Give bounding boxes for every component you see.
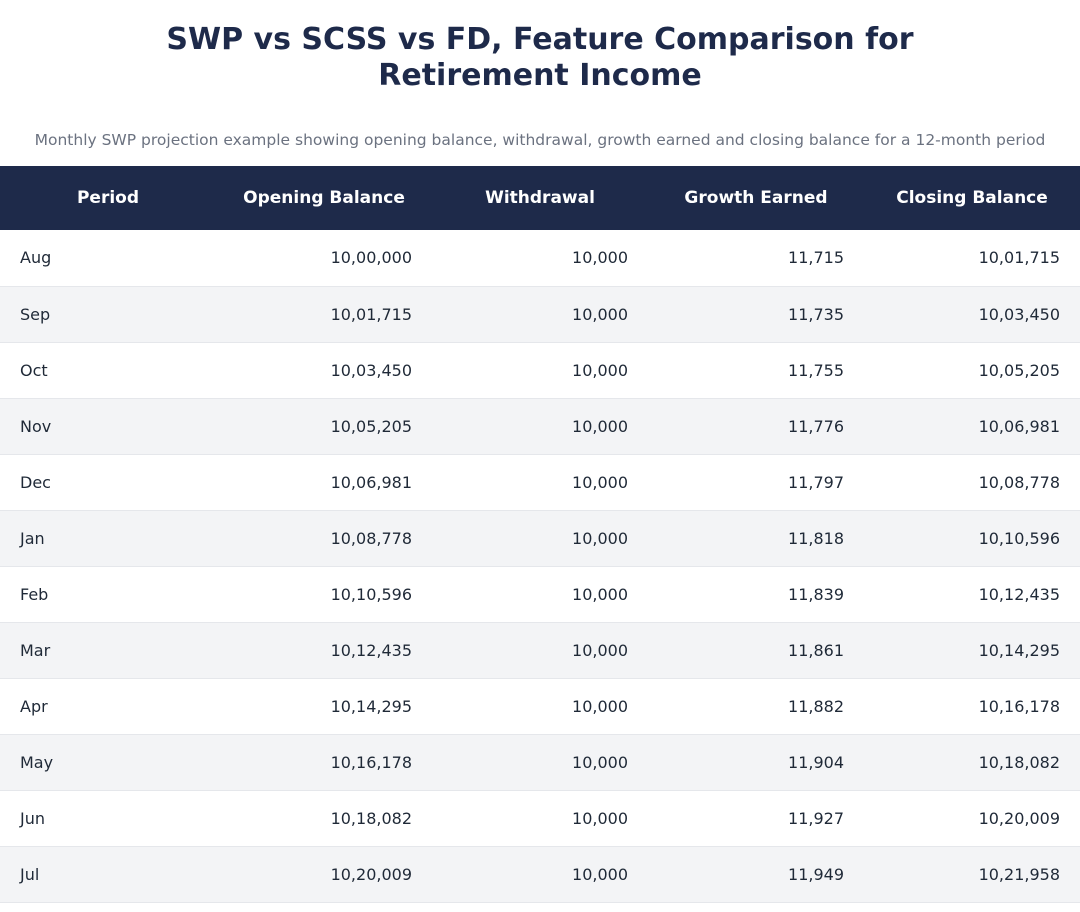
cell-withdrawal: 10,000	[432, 286, 648, 343]
cell-closing-balance: 10,08,778	[864, 454, 1080, 511]
cell-closing-balance: 10,14,295	[864, 622, 1080, 679]
cell-closing-balance: 10,21,958	[864, 846, 1080, 903]
chart-subtitle: Monthly SWP projection example showing o…	[34, 131, 1046, 149]
cell-growth-earned: 11,949	[648, 846, 864, 903]
table-row: Feb 10,10,596 10,000 11,839 10,12,435	[0, 566, 1080, 623]
cell-opening-balance: 10,14,295	[216, 678, 432, 735]
cell-closing-balance: 10,01,715	[864, 230, 1080, 287]
table-row: Oct 10,03,450 10,000 11,755 10,05,205	[0, 342, 1080, 399]
cell-growth-earned: 11,818	[648, 510, 864, 567]
cell-growth-earned: 11,861	[648, 622, 864, 679]
cell-period: Jul	[0, 846, 216, 903]
cell-opening-balance: 10,00,000	[216, 230, 432, 287]
cell-opening-balance: 10,03,450	[216, 342, 432, 399]
table-row: May 10,16,178 10,000 11,904 10,18,082	[0, 734, 1080, 791]
cell-withdrawal: 10,000	[432, 622, 648, 679]
cell-closing-balance: 10,16,178	[864, 678, 1080, 735]
cell-withdrawal: 10,000	[432, 678, 648, 735]
cell-growth-earned: 11,904	[648, 734, 864, 791]
table-row: Mar 10,12,435 10,000 11,861 10,14,295	[0, 622, 1080, 679]
cell-growth-earned: 11,776	[648, 398, 864, 455]
table-row: Jan 10,08,778 10,000 11,818 10,10,596	[0, 510, 1080, 567]
column-header-opening-balance: Opening Balance	[216, 166, 432, 230]
swp-projection-table: Period Opening Balance Withdrawal Growth…	[0, 166, 1080, 903]
cell-closing-balance: 10,03,450	[864, 286, 1080, 343]
cell-opening-balance: 10,01,715	[216, 286, 432, 343]
cell-period: Feb	[0, 566, 216, 623]
table-row: Nov 10,05,205 10,000 11,776 10,06,981	[0, 398, 1080, 455]
column-header-closing-balance: Closing Balance	[864, 166, 1080, 230]
cell-opening-balance: 10,08,778	[216, 510, 432, 567]
table-row: Sep 10,01,715 10,000 11,735 10,03,450	[0, 286, 1080, 343]
cell-growth-earned: 11,755	[648, 342, 864, 399]
cell-withdrawal: 10,000	[432, 846, 648, 903]
table-header-row: Period Opening Balance Withdrawal Growth…	[0, 166, 1080, 230]
table-row: Aug 10,00,000 10,000 11,715 10,01,715	[0, 230, 1080, 287]
cell-period: Jun	[0, 790, 216, 847]
cell-opening-balance: 10,05,205	[216, 398, 432, 455]
cell-opening-balance: 10,16,178	[216, 734, 432, 791]
cell-growth-earned: 11,882	[648, 678, 864, 735]
cell-period: Sep	[0, 286, 216, 343]
cell-opening-balance: 10,20,009	[216, 846, 432, 903]
table-row: Jul 10,20,009 10,000 11,949 10,21,958	[0, 846, 1080, 903]
table-row: Dec 10,06,981 10,000 11,797 10,08,778	[0, 454, 1080, 511]
cell-closing-balance: 10,12,435	[864, 566, 1080, 623]
cell-opening-balance: 10,12,435	[216, 622, 432, 679]
cell-closing-balance: 10,06,981	[864, 398, 1080, 455]
cell-period: Aug	[0, 230, 216, 287]
column-header-withdrawal: Withdrawal	[432, 166, 648, 230]
cell-growth-earned: 11,715	[648, 230, 864, 287]
cell-closing-balance: 10,05,205	[864, 342, 1080, 399]
table-row: Apr 10,14,295 10,000 11,882 10,16,178	[0, 678, 1080, 735]
table-header: Period Opening Balance Withdrawal Growth…	[0, 166, 1080, 230]
column-header-growth-earned: Growth Earned	[648, 166, 864, 230]
cell-withdrawal: 10,000	[432, 454, 648, 511]
cell-opening-balance: 10,18,082	[216, 790, 432, 847]
cell-period: Mar	[0, 622, 216, 679]
chart-title: SWP vs SCSS vs FD, Feature Comparison fo…	[0, 0, 1080, 94]
chart-title-line-2: Retirement Income	[378, 58, 702, 93]
cell-growth-earned: 11,927	[648, 790, 864, 847]
cell-period: Jan	[0, 510, 216, 567]
cell-withdrawal: 10,000	[432, 790, 648, 847]
cell-closing-balance: 10,18,082	[864, 734, 1080, 791]
column-header-period: Period	[0, 166, 216, 230]
cell-withdrawal: 10,000	[432, 398, 648, 455]
cell-period: May	[0, 734, 216, 791]
cell-withdrawal: 10,000	[432, 510, 648, 567]
cell-period: Oct	[0, 342, 216, 399]
cell-closing-balance: 10,10,596	[864, 510, 1080, 567]
cell-withdrawal: 10,000	[432, 566, 648, 623]
chart-title-line-1: SWP vs SCSS vs FD, Feature Comparison fo…	[166, 22, 914, 57]
cell-period: Apr	[0, 678, 216, 735]
cell-growth-earned: 11,797	[648, 454, 864, 511]
cell-withdrawal: 10,000	[432, 342, 648, 399]
cell-period: Nov	[0, 398, 216, 455]
cell-period: Dec	[0, 454, 216, 511]
cell-growth-earned: 11,839	[648, 566, 864, 623]
cell-opening-balance: 10,10,596	[216, 566, 432, 623]
cell-closing-balance: 10,20,009	[864, 790, 1080, 847]
table-body: Aug 10,00,000 10,000 11,715 10,01,715 Sep 10,0…	[0, 230, 1080, 903]
cell-opening-balance: 10,06,981	[216, 454, 432, 511]
cell-withdrawal: 10,000	[432, 230, 648, 287]
table-row: Jun 10,18,082 10,000 11,927 10,20,009	[0, 790, 1080, 847]
cell-growth-earned: 11,735	[648, 286, 864, 343]
cell-withdrawal: 10,000	[432, 734, 648, 791]
